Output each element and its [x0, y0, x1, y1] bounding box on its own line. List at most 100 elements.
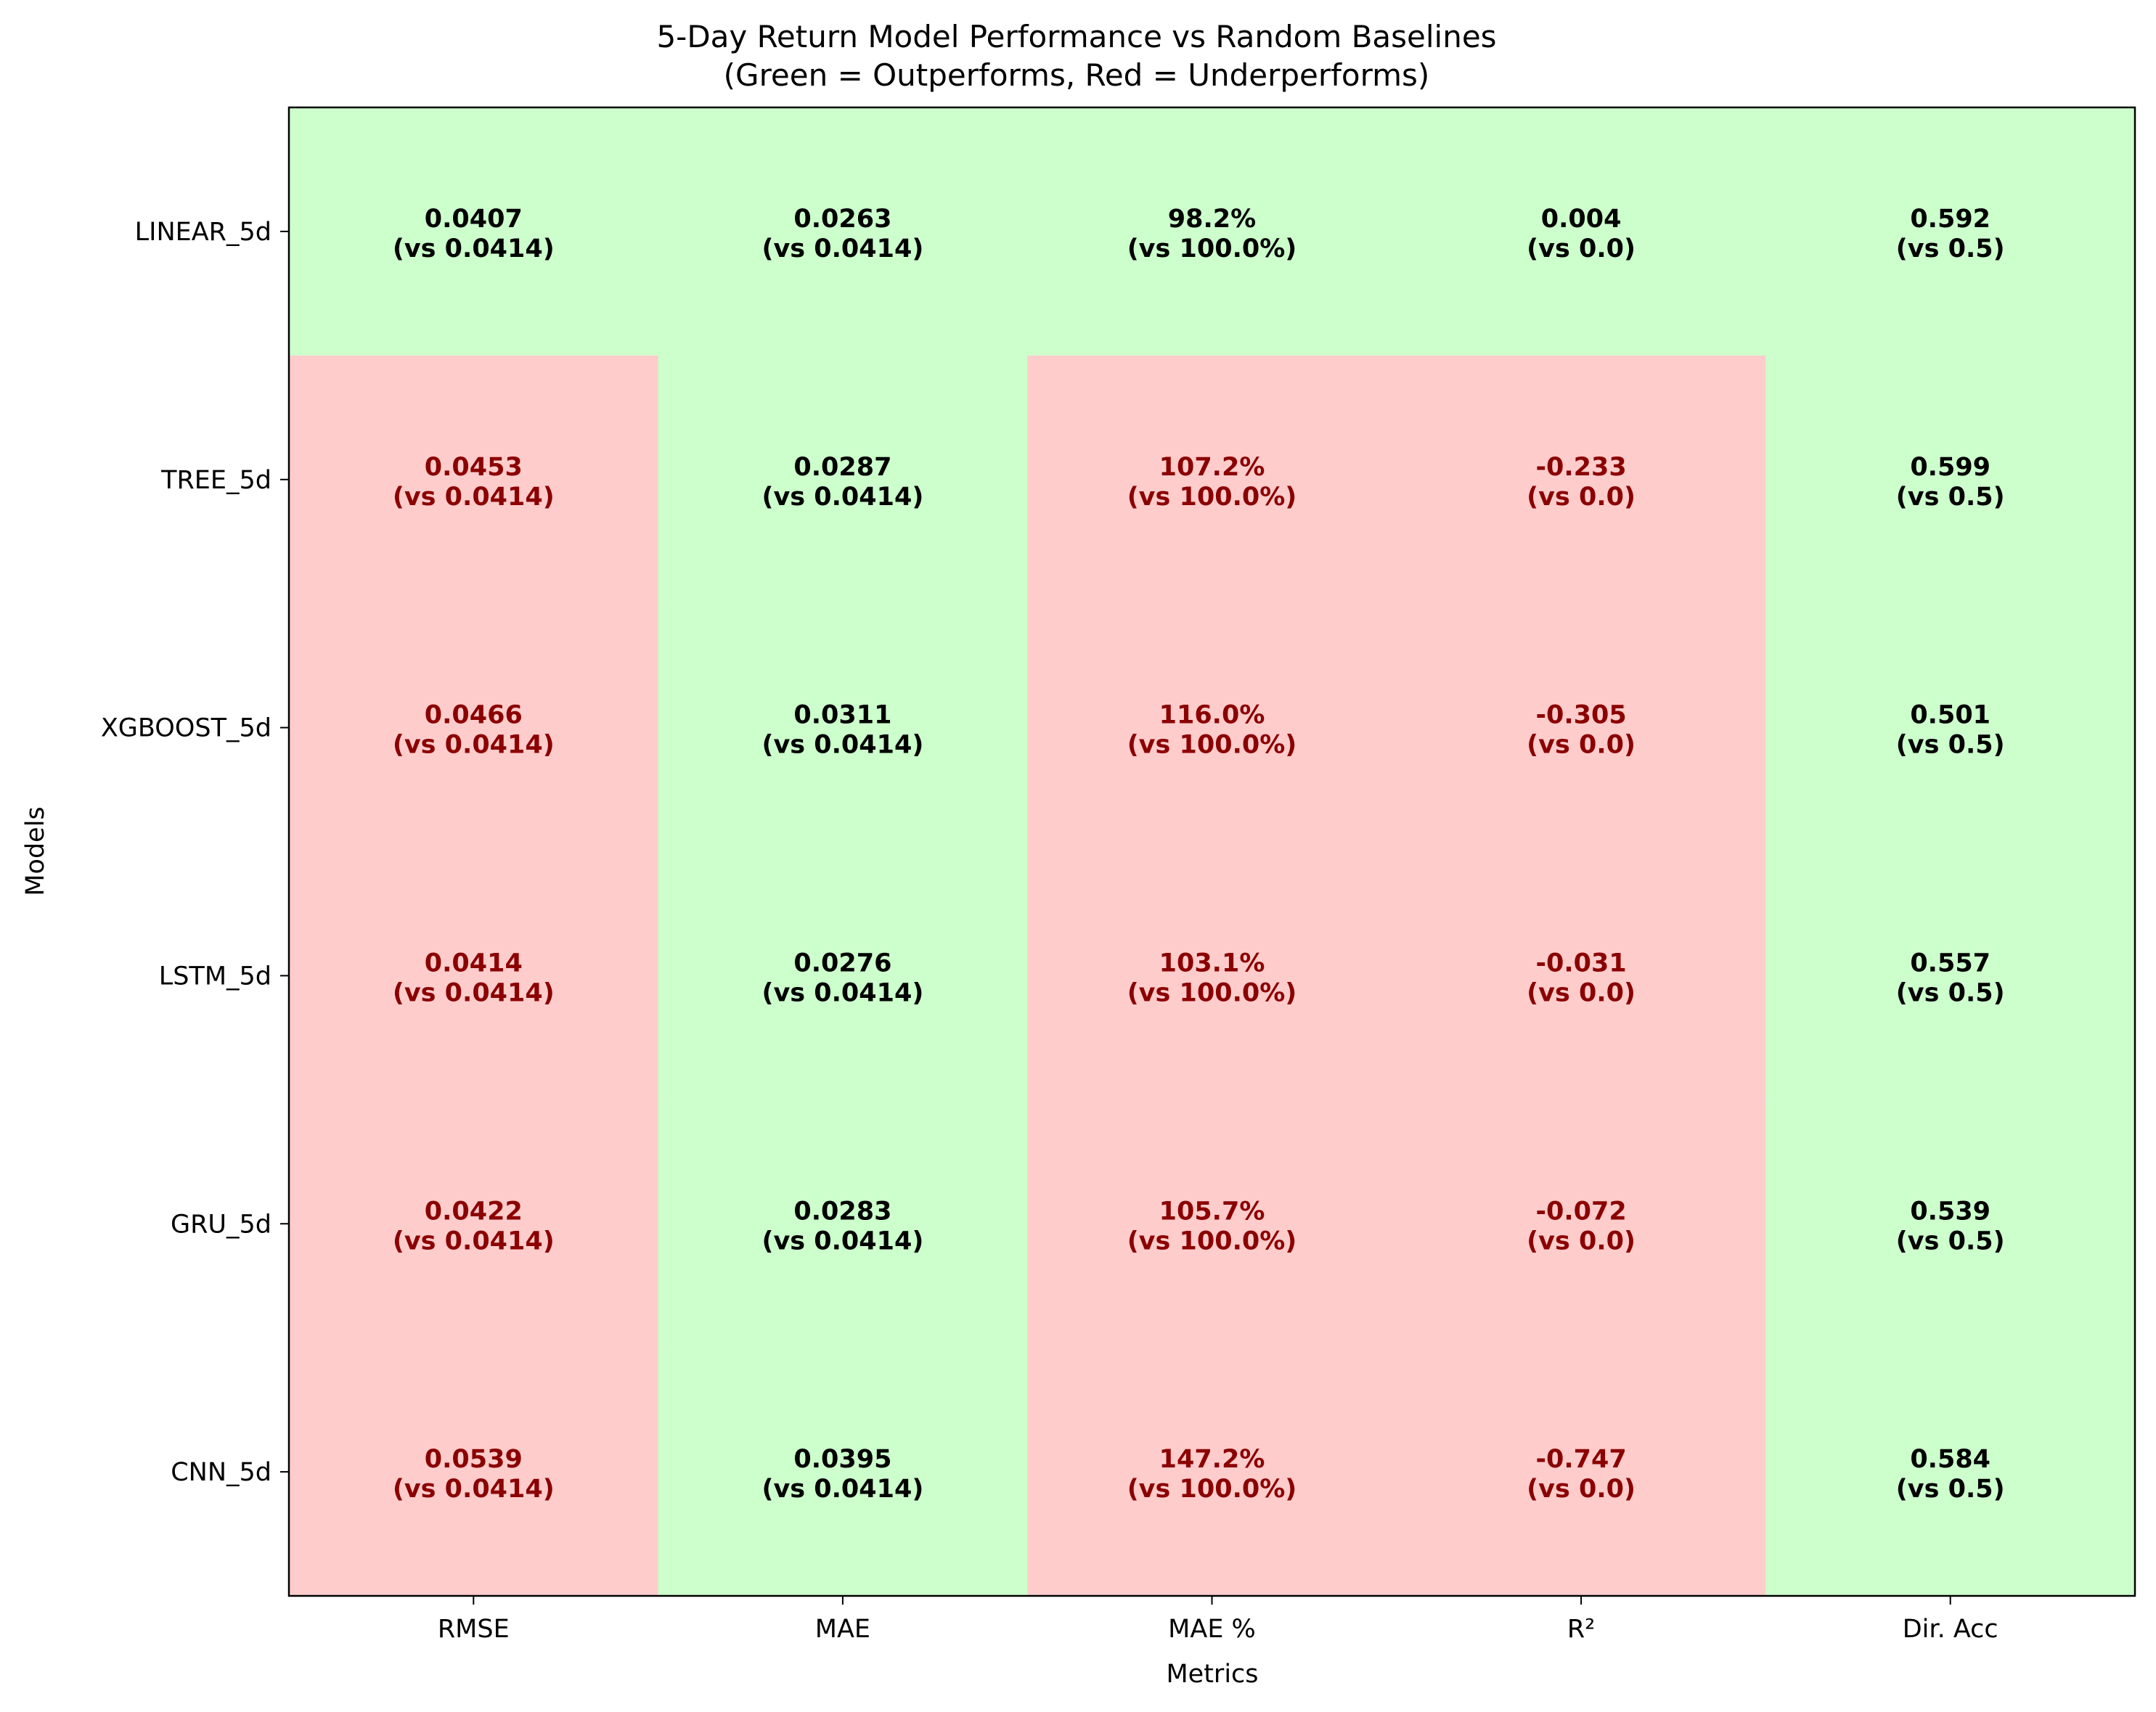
cell-value-label: 147.2%	[1159, 1445, 1265, 1474]
heatmap-cell	[1027, 107, 1397, 356]
cell-baseline-label: (vs 0.0414)	[761, 234, 923, 263]
cell-value-label: 98.2%	[1168, 205, 1256, 234]
cell-baseline-label: (vs 0.5)	[1896, 234, 2005, 263]
cell-baseline-label: (vs 0.0414)	[393, 483, 555, 512]
heatmap-cell	[1027, 1348, 1397, 1597]
cell-value-label: -0.233	[1535, 453, 1626, 482]
heatmap-cell	[1765, 851, 2136, 1100]
cell-value-label: 0.0287	[793, 453, 891, 482]
heatmap-cell	[1396, 603, 1766, 853]
heatmap-cell	[1765, 355, 2136, 605]
heatmap-cell	[1396, 107, 1766, 356]
axis-ticks: RMSE MAE MAE % R² Dir. Acc LINEAR_5d TREE_5d XG…	[101, 218, 1998, 1644]
cell-value-label: -0.747	[1535, 1445, 1626, 1474]
cell-value-label: 0.0539	[425, 1445, 523, 1474]
x-tick-label: Dir. Acc	[1903, 1615, 1998, 1644]
cell-baseline-label: (vs 0.0)	[1527, 234, 1636, 263]
heatmap-cell	[658, 851, 1028, 1100]
cell-value-label: 0.592	[1910, 205, 1990, 234]
y-tick-label: LINEAR_5d	[135, 218, 271, 247]
cell-baseline-label: (vs 0.0)	[1527, 1226, 1636, 1256]
cell-value-label: 0.0283	[793, 1197, 891, 1226]
cell-baseline-label: (vs 0.0414)	[761, 1475, 923, 1504]
heatmap-cell	[658, 107, 1028, 356]
heatmap-cell	[1027, 1099, 1397, 1348]
cell-baseline-label: (vs 0.5)	[1896, 731, 2005, 760]
cell-value-label: 0.004	[1541, 205, 1622, 234]
cell-baseline-label: (vs 0.0414)	[393, 1226, 555, 1256]
x-tick-label: MAE %	[1168, 1615, 1256, 1644]
heatmap-cells	[289, 107, 2136, 1597]
y-tick-label: XGBOOST_5d	[101, 714, 271, 743]
cell-baseline-label: (vs 0.5)	[1896, 1475, 2005, 1504]
cell-value-label: 103.1%	[1159, 949, 1265, 978]
cell-baseline-label: (vs 0.0414)	[761, 1226, 923, 1256]
cell-baseline-label: (vs 0.0)	[1527, 731, 1636, 760]
heatmap-cell	[658, 1348, 1028, 1597]
heatmap-cell	[289, 107, 659, 356]
heatmap-cell	[1765, 603, 2136, 853]
y-tick-label: GRU_5d	[171, 1210, 271, 1239]
heatmap-cell	[289, 603, 659, 853]
cell-value-label: -0.031	[1535, 949, 1626, 978]
cell-baseline-label: (vs 0.0414)	[761, 731, 923, 760]
heatmap-cell	[1027, 603, 1397, 853]
heatmap-cell	[289, 851, 659, 1100]
cell-value-label: 0.0395	[793, 1445, 891, 1474]
heatmap-cell	[1765, 107, 2136, 356]
cell-value-label: 0.0407	[425, 205, 523, 234]
heatmap-cell	[289, 1348, 659, 1597]
y-axis-label: Models	[21, 806, 50, 896]
cell-value-label: 0.0414	[425, 949, 523, 978]
heatmap-cell	[658, 603, 1028, 853]
cell-baseline-label: (vs 0.0414)	[761, 978, 923, 1007]
cell-value-label: 0.599	[1910, 453, 1990, 482]
cell-value-label: 0.0276	[793, 949, 891, 978]
y-tick-label: CNN_5d	[171, 1458, 271, 1487]
heatmap-cell	[1396, 355, 1766, 605]
cell-value-label: 0.539	[1910, 1197, 1990, 1226]
x-tick-label: RMSE	[438, 1615, 510, 1644]
cell-baseline-label: (vs 100.0%)	[1127, 483, 1297, 512]
cell-value-label: 0.557	[1910, 949, 1990, 978]
cell-value-label: 0.0466	[425, 701, 523, 730]
heatmap-cell	[1027, 355, 1397, 605]
heatmap-cell	[1765, 1099, 2136, 1348]
cell-value-label: 0.0311	[793, 701, 891, 730]
cell-baseline-label: (vs 0.0)	[1527, 483, 1636, 512]
cell-value-label: 0.0453	[425, 453, 523, 482]
cell-baseline-label: (vs 0.0414)	[393, 1475, 555, 1504]
cell-baseline-label: (vs 100.0%)	[1127, 731, 1297, 760]
cell-baseline-label: (vs 0.0414)	[393, 234, 555, 263]
heatmap-cell	[658, 1099, 1028, 1348]
cell-baseline-label: (vs 0.0414)	[393, 978, 555, 1007]
cell-value-label: 0.0263	[793, 205, 891, 234]
heatmap-cell	[1396, 1348, 1766, 1597]
cell-baseline-label: (vs 100.0%)	[1127, 978, 1297, 1007]
heatmap-cell	[1765, 1348, 2136, 1597]
cell-baseline-label: (vs 100.0%)	[1127, 1475, 1297, 1504]
x-tick-label: MAE	[815, 1615, 870, 1644]
heatmap-cell	[1396, 851, 1766, 1100]
cell-baseline-label: (vs 100.0%)	[1127, 234, 1297, 263]
cell-baseline-label: (vs 0.0414)	[393, 731, 555, 760]
heatmap-cell	[1027, 851, 1397, 1100]
cell-baseline-label: (vs 0.0)	[1527, 1475, 1636, 1504]
heatmap-cell	[289, 1099, 659, 1348]
cell-baseline-label: (vs 0.5)	[1896, 978, 2005, 1007]
cell-value-label: 107.2%	[1159, 453, 1265, 482]
cell-value-label: 0.584	[1910, 1445, 1990, 1474]
x-tick-label: R²	[1567, 1615, 1595, 1644]
cell-baseline-label: (vs 0.0)	[1527, 978, 1636, 1007]
cell-annotations: 0.0407(vs 0.0414)0.0263(vs 0.0414)98.2%(…	[393, 205, 2005, 1504]
cell-value-label: 116.0%	[1159, 701, 1265, 730]
cell-baseline-label: (vs 0.0414)	[761, 483, 923, 512]
heatmap-cell	[1396, 1099, 1766, 1348]
cell-value-label: 0.0422	[425, 1197, 523, 1226]
y-tick-label: LSTM_5d	[159, 962, 271, 991]
cell-value-label: 105.7%	[1159, 1197, 1265, 1226]
heatmap-cell	[289, 355, 659, 605]
cell-value-label: 0.501	[1910, 701, 1990, 730]
cell-baseline-label: (vs 0.5)	[1896, 483, 2005, 512]
